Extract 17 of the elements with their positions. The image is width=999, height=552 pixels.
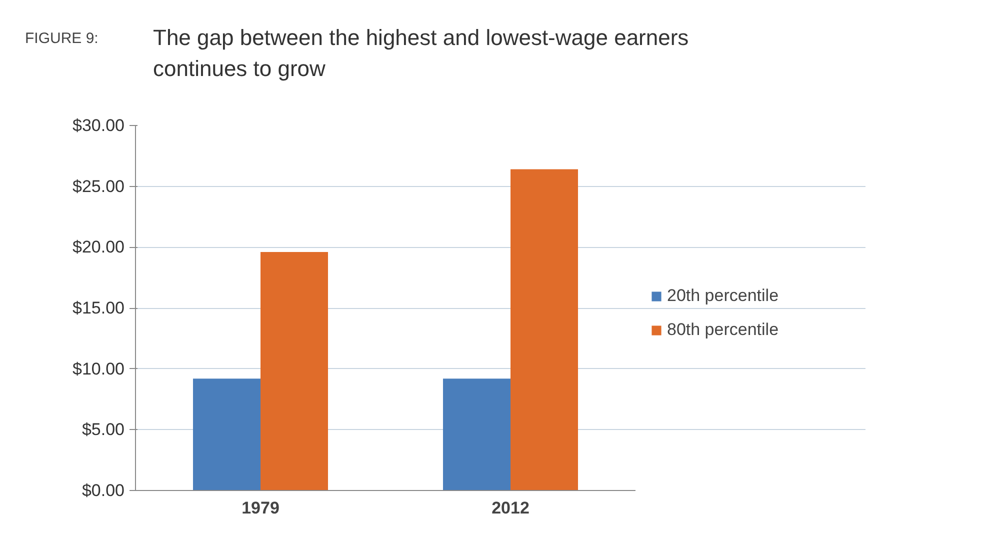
- bar: [510, 169, 578, 490]
- chart-title: The gap between the highest and lowest-wage earners continues to grow: [153, 24, 690, 83]
- bar: [193, 378, 260, 490]
- legend-label: 20th percentile: [667, 286, 779, 306]
- bar: [260, 252, 328, 490]
- y-tick-label: $30.00: [72, 116, 125, 135]
- x-tick-label: 1979: [242, 498, 280, 518]
- y-tick-label: $20.00: [72, 238, 125, 257]
- x-tick-label: 2012: [492, 498, 530, 518]
- caption: FIGURE 9:: [25, 29, 100, 49]
- y-tick-label: $0.00: [82, 481, 125, 500]
- y-tick-label: $15.00: [72, 298, 125, 318]
- legend-label: 80th percentile: [667, 320, 779, 340]
- y-tick-label: $25.00: [72, 176, 125, 196]
- bar: [443, 378, 510, 490]
- y-tick-label: $5.00: [82, 420, 125, 440]
- y-tick-label: $10.00: [72, 359, 125, 378]
